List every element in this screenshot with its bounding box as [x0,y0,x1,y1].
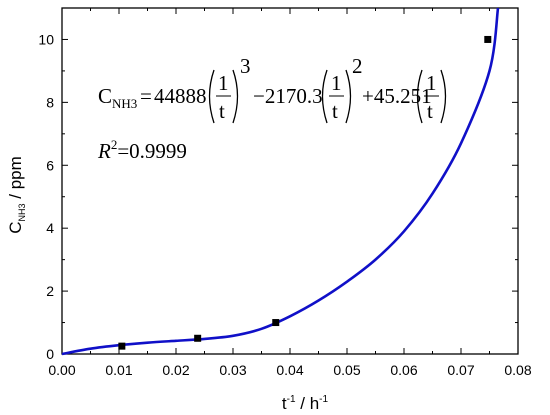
data-point-marker [272,319,280,327]
x-axis-title: t-1 / h-1 [282,394,329,413]
data-point-marker [484,35,492,43]
fraction-numerator-1: 1 [218,71,229,95]
paren-left-2 [321,69,328,124]
fraction-denominator-1: t [219,99,225,123]
y-axis-tick-labels: 0 2 4 6 8 10 [38,31,54,362]
x-tick-label: 0.05 [333,362,360,378]
fraction-numerator-2: 1 [331,71,342,95]
y-axis-title: CNH3 / ppm [6,156,27,234]
y-axis-ticks [62,7,518,355]
plot-frame [61,7,519,355]
x-axis-tick-labels: 0.00 0.01 0.02 0.03 0.04 0.05 0.06 0.07 0.08 [48,362,531,378]
fraction-numerator-3: 1 [426,71,437,95]
x-tick-label: 0.01 [105,362,132,378]
fit-equation: CNH3 = 44888 1 t 3 −2170.3 1 t 2 +45.251… [98,54,447,124]
data-point-marker [118,342,126,350]
x-tick-label: 0.08 [504,362,531,378]
fraction-denominator-3: t [427,99,433,123]
x-tick-label: 0.04 [276,362,303,378]
x-axis-ticks [61,8,519,354]
equation-lhs: CNH3 [98,84,137,111]
y-tick-label: 4 [46,220,54,236]
y-tick-label: 6 [46,157,54,173]
equation-equals: = [140,84,152,108]
r-squared: R2=0.9999 [97,137,187,163]
x-tick-label: 0.06 [390,362,417,378]
y-tick-label: 0 [46,346,54,362]
data-point-marker [194,334,202,342]
fraction-denominator-2: t [332,99,338,123]
x-tick-label: 0.03 [219,362,246,378]
paren-left-3 [416,69,423,124]
fit-curve [61,7,500,356]
equation-coef-3: +45.251 [362,84,432,108]
paren-right-1 [232,69,239,124]
y-tick-label: 10 [38,31,54,47]
paren-right-2 [345,69,352,124]
exponent-2: 2 [352,54,363,78]
paren-right-3 [440,69,447,124]
x-tick-label: 0.02 [162,362,189,378]
series-layer [61,7,500,356]
y-tick-label: 8 [46,94,54,110]
equation-coef-1: 44888 [154,84,207,108]
paren-left-1 [208,69,215,124]
plot-border [61,7,519,355]
exponent-1: 3 [240,54,251,78]
y-tick-label: 2 [46,283,54,299]
x-tick-label: 0.07 [447,362,474,378]
equation-coef-2: −2170.3 [253,84,323,108]
x-tick-label: 0.00 [48,362,75,378]
